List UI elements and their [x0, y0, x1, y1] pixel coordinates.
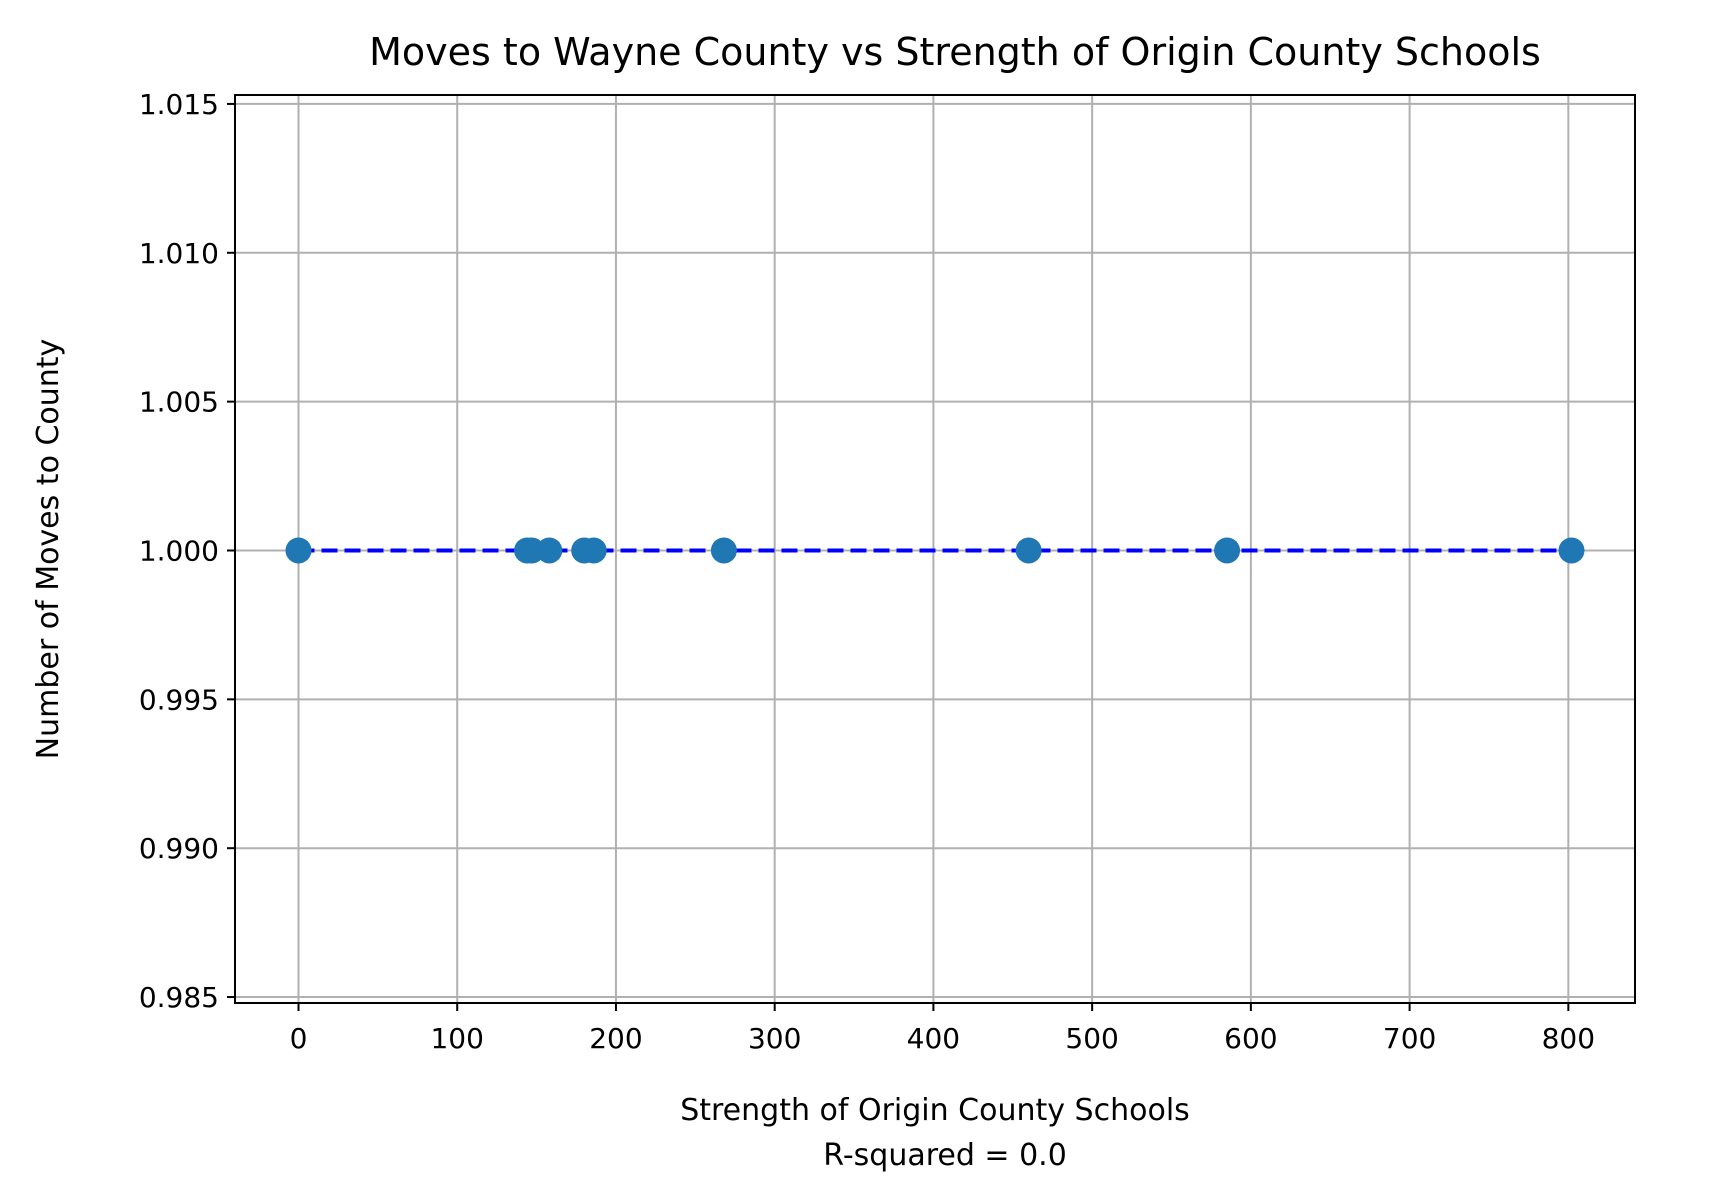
x-tick-label: 600 — [1224, 1022, 1277, 1055]
data-points — [285, 537, 1585, 564]
y-tick-label: 0.995 — [139, 683, 219, 716]
x-axis-sublabel: R-squared = 0.0 — [823, 1138, 1067, 1173]
y-axis-label: Number of Moves to County — [31, 339, 66, 760]
data-point — [1558, 537, 1585, 564]
y-tick-label: 0.990 — [139, 832, 219, 865]
x-tick-label: 300 — [748, 1022, 801, 1055]
data-point — [710, 537, 737, 564]
y-axis-ticks: 0.985 0.990 0.995 1.000 1.005 1.010 1.015 — [139, 88, 235, 1014]
x-tick-label: 700 — [1383, 1022, 1436, 1055]
x-tick-label: 400 — [907, 1022, 960, 1055]
x-tick-label: 0 — [290, 1022, 308, 1055]
x-axis-label: Strength of Origin County Schools — [680, 1093, 1190, 1128]
plot-frame — [234, 94, 1636, 1004]
data-point — [580, 537, 607, 564]
x-tick-label: 200 — [589, 1022, 642, 1055]
data-point — [536, 537, 563, 564]
chart-title: Moves to Wayne County vs Strength of Ori… — [369, 30, 1541, 74]
y-tick-label: 1.000 — [139, 534, 219, 567]
data-point — [1214, 537, 1241, 564]
data-point — [1015, 537, 1042, 564]
x-tick-label: 500 — [1065, 1022, 1118, 1055]
x-tick-label: 100 — [430, 1022, 483, 1055]
y-tick-label: 1.010 — [139, 237, 219, 270]
x-axis-ticks: 0 100 200 300 400 500 600 700 800 — [290, 1003, 1595, 1055]
data-point — [285, 537, 312, 564]
y-tick-label: 0.985 — [139, 981, 219, 1014]
y-tick-label: 1.005 — [139, 386, 219, 419]
y-tick-label: 1.015 — [139, 88, 219, 121]
x-tick-label: 800 — [1542, 1022, 1595, 1055]
